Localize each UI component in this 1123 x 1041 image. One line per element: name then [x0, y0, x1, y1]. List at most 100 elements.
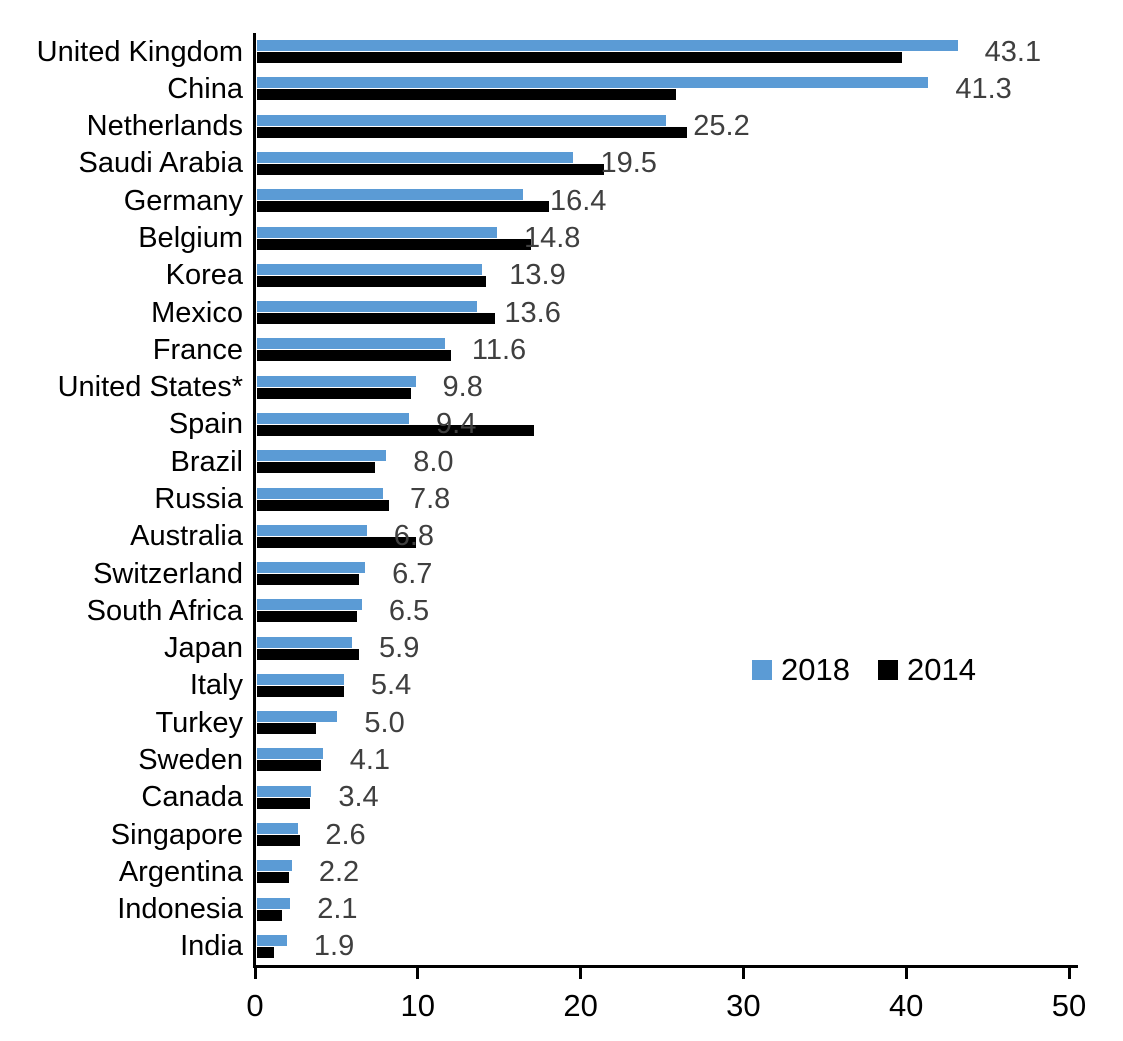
legend-label-2018: 2018 [781, 652, 850, 687]
bar-2014-mexico [257, 313, 496, 325]
bar-2014-russia [257, 499, 390, 511]
bar-2014-brazil [257, 462, 375, 474]
x-tick-label-40: 40 [888, 988, 924, 1023]
bar-2014-argentina [257, 872, 289, 884]
data-label-south-africa: 6.5 [388, 594, 430, 627]
y-label-korea: Korea [165, 259, 243, 292]
bar-2018-indonesia [257, 897, 291, 909]
x-tick-30 [741, 965, 745, 979]
y-label-brazil: Brazil [170, 445, 243, 478]
bar-2018-germany [257, 189, 523, 201]
x-tick-10 [416, 965, 420, 979]
y-label-russia: Russia [154, 483, 243, 515]
bar-2014-netherlands [257, 126, 688, 138]
y-label-indonesia: Indonesia [117, 893, 243, 926]
data-label-indonesia: 2.1 [317, 893, 358, 926]
bar-2014-germany [257, 201, 550, 213]
y-label-china: China [167, 72, 243, 105]
bar-2018-brazil [257, 450, 387, 462]
bar-2018-korea [257, 263, 483, 275]
data-label-italy: 5.4 [370, 669, 412, 702]
x-axis-line [253, 965, 1078, 968]
bar-2014-saudi-arabia [257, 163, 605, 175]
bar-2018-spain [257, 412, 410, 424]
bar-2018-india [257, 934, 287, 946]
y-label-united-kingdom: United Kingdom [36, 35, 243, 68]
data-label-spain: 9.4 [436, 408, 477, 441]
y-label-united-states: United States* [57, 371, 243, 404]
y-label-netherlands: Netherlands [86, 110, 243, 143]
x-tick-label-30: 30 [726, 988, 761, 1023]
bar-2018-belgium [257, 226, 497, 238]
bar-2014-korea [257, 275, 486, 287]
data-label-france: 11.6 [471, 333, 527, 366]
bar-2014-indonesia [257, 909, 283, 921]
bar-2018-argentina [257, 860, 292, 872]
y-label-canada: Canada [141, 781, 243, 814]
bar-2014-turkey [257, 723, 317, 735]
data-label-singapore: 2.6 [325, 818, 366, 851]
y-label-australia: Australia [130, 520, 243, 553]
y-label-italy: Italy [189, 669, 243, 702]
y-label-singapore: Singapore [110, 818, 243, 851]
bar-2014-switzerland [257, 574, 359, 586]
x-tick-label-50: 50 [1051, 988, 1087, 1023]
data-label-japan: 5.9 [379, 632, 420, 665]
bar-2014-france [257, 350, 452, 362]
x-tick-label-20: 20 [563, 988, 598, 1023]
y-label-south-africa: South Africa [86, 594, 243, 627]
y-label-mexico: Mexico [151, 296, 243, 329]
x-tick-40 [904, 965, 908, 979]
bar-2018-japan [257, 636, 353, 648]
y-label-spain: Spain [168, 408, 243, 441]
data-label-canada: 3.4 [338, 781, 379, 814]
bar-2014-canada [257, 797, 310, 809]
y-label-sweden: Sweden [138, 743, 243, 776]
data-label-switzerland: 6.7 [392, 557, 433, 590]
bar-2018-singapore [257, 823, 299, 835]
data-label-united-kingdom: 43.1 [984, 35, 1042, 68]
bar-2014-sweden [257, 760, 322, 772]
data-label-turkey: 5.0 [364, 706, 405, 739]
y-label-saudi-arabia: Saudi Arabia [78, 147, 243, 180]
y-label-japan: Japan [163, 632, 243, 665]
bar-2014-china [257, 89, 677, 101]
bar-2014-united-states [257, 387, 411, 399]
bar-2018-united-kingdom [257, 40, 958, 52]
data-label-australia: 6.8 [393, 520, 435, 553]
bar-2018-switzerland [257, 562, 366, 574]
data-label-netherlands: 25.2 [693, 110, 750, 143]
x-tick-label-10: 10 [400, 988, 436, 1023]
bar-2018-united-states [257, 375, 416, 387]
data-label-argentina: 2.2 [318, 855, 360, 888]
bar-2014-spain [257, 424, 535, 436]
data-label-brazil: 8.0 [413, 445, 454, 478]
bar-2018-australia [257, 524, 367, 536]
legend-swatch-2014-icon [877, 660, 898, 680]
bar-2014-japan [257, 648, 359, 660]
x-tick-0 [253, 965, 257, 979]
bar-2018-south-africa [257, 599, 362, 611]
legend-label-2014: 2014 [906, 652, 976, 687]
data-label-china: 41.3 [955, 72, 1012, 105]
legend-entry-2018: 2018 [752, 652, 850, 688]
x-tick-20 [579, 965, 583, 979]
y-label-turkey: Turkey [155, 706, 243, 739]
data-label-korea: 13.9 [509, 259, 566, 292]
data-label-belgium: 14.8 [523, 222, 581, 255]
bar-2014-india [257, 946, 274, 958]
data-label-united-states: 9.8 [442, 371, 483, 404]
y-label-belgium: Belgium [138, 222, 243, 255]
bar-2018-sweden [257, 748, 323, 760]
bar-2018-netherlands [257, 114, 667, 126]
bar-2018-turkey [257, 711, 338, 723]
data-label-saudi-arabia: 19.5 [600, 147, 657, 180]
legend-entry-2014: 2014 [877, 652, 976, 688]
bar-2014-south-africa [257, 611, 357, 623]
y-label-germany: Germany [123, 184, 243, 217]
bar-2014-united-kingdom [257, 52, 903, 64]
bar-2014-italy [257, 685, 344, 697]
y-label-india: India [180, 930, 243, 963]
y-label-switzerland: Switzerland [93, 557, 243, 590]
